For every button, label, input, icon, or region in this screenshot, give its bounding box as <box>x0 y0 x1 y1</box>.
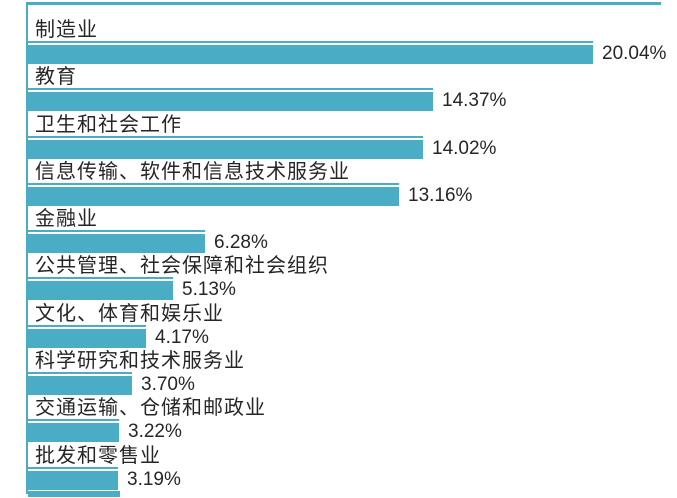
value-label: 14.37% <box>442 90 507 112</box>
value-label: 4.17% <box>155 326 209 348</box>
bar <box>28 423 119 443</box>
category-label: 制造业 <box>35 19 98 41</box>
category-underline <box>28 230 205 233</box>
category-label: 信息传输、软件和信息技术服务业 <box>35 160 350 183</box>
chart-rows: 制造业 20.04% 教育 14.37% 卫生和社会工作 14.02% 信息传输… <box>28 19 677 492</box>
value-label: 13.16% <box>408 184 473 206</box>
bar <box>28 281 173 301</box>
category-underline <box>28 466 118 469</box>
category-underline <box>28 182 399 185</box>
bar <box>28 328 146 348</box>
category-underline <box>28 324 146 327</box>
category-underline <box>28 419 119 422</box>
category-label: 科学研究和技术服务业 <box>35 350 245 373</box>
category-underline <box>28 88 433 91</box>
chart-row: 文化、体育和娱乐业 4.17% <box>28 303 677 350</box>
value-label: 3.70% <box>141 374 195 396</box>
chart-row: 信息传输、软件和信息技术服务业 13.16% <box>28 161 677 208</box>
category-label: 批发和零售业 <box>35 444 161 467</box>
value-label: 20.04% <box>602 43 667 64</box>
chart-row: 科学研究和技术服务业 3.70% <box>28 350 677 397</box>
bar <box>28 376 132 396</box>
chart-row: 公共管理、社会保障和社会组织 5.13% <box>28 255 677 302</box>
value-label: 14.02% <box>432 137 497 159</box>
category-label: 文化、体育和娱乐业 <box>35 302 224 325</box>
chart-row: 金融业 6.28% <box>28 208 677 255</box>
category-label: 交通运输、仓储和邮政业 <box>35 397 266 420</box>
y-axis-line <box>26 2 28 494</box>
value-label: 3.19% <box>127 468 181 490</box>
value-label: 5.13% <box>182 279 236 301</box>
cropped-bar-below <box>28 491 120 497</box>
bar <box>28 139 423 159</box>
bar <box>28 45 593 64</box>
category-label: 教育 <box>35 66 77 89</box>
chart-row: 交通运输、仓储和邮政业 3.22% <box>28 397 677 444</box>
value-label: 3.22% <box>128 421 182 443</box>
chart-row: 教育 14.37% <box>28 66 677 113</box>
chart-row: 批发和零售业 3.19% <box>28 445 677 492</box>
category-underline <box>28 277 173 280</box>
category-underline <box>28 41 593 43</box>
bar <box>28 234 205 254</box>
bar <box>28 470 118 490</box>
category-label: 金融业 <box>35 208 98 231</box>
chart-row: 制造业 20.04% <box>28 19 677 66</box>
bar <box>28 186 399 206</box>
cropped-bar-above <box>28 2 661 5</box>
value-label: 6.28% <box>214 232 268 254</box>
category-label: 公共管理、社会保障和社会组织 <box>35 255 329 278</box>
bar <box>28 92 433 112</box>
category-label: 卫生和社会工作 <box>35 113 182 136</box>
chart-row: 卫生和社会工作 14.02% <box>28 114 677 161</box>
category-underline <box>28 372 132 375</box>
category-underline <box>28 135 423 138</box>
